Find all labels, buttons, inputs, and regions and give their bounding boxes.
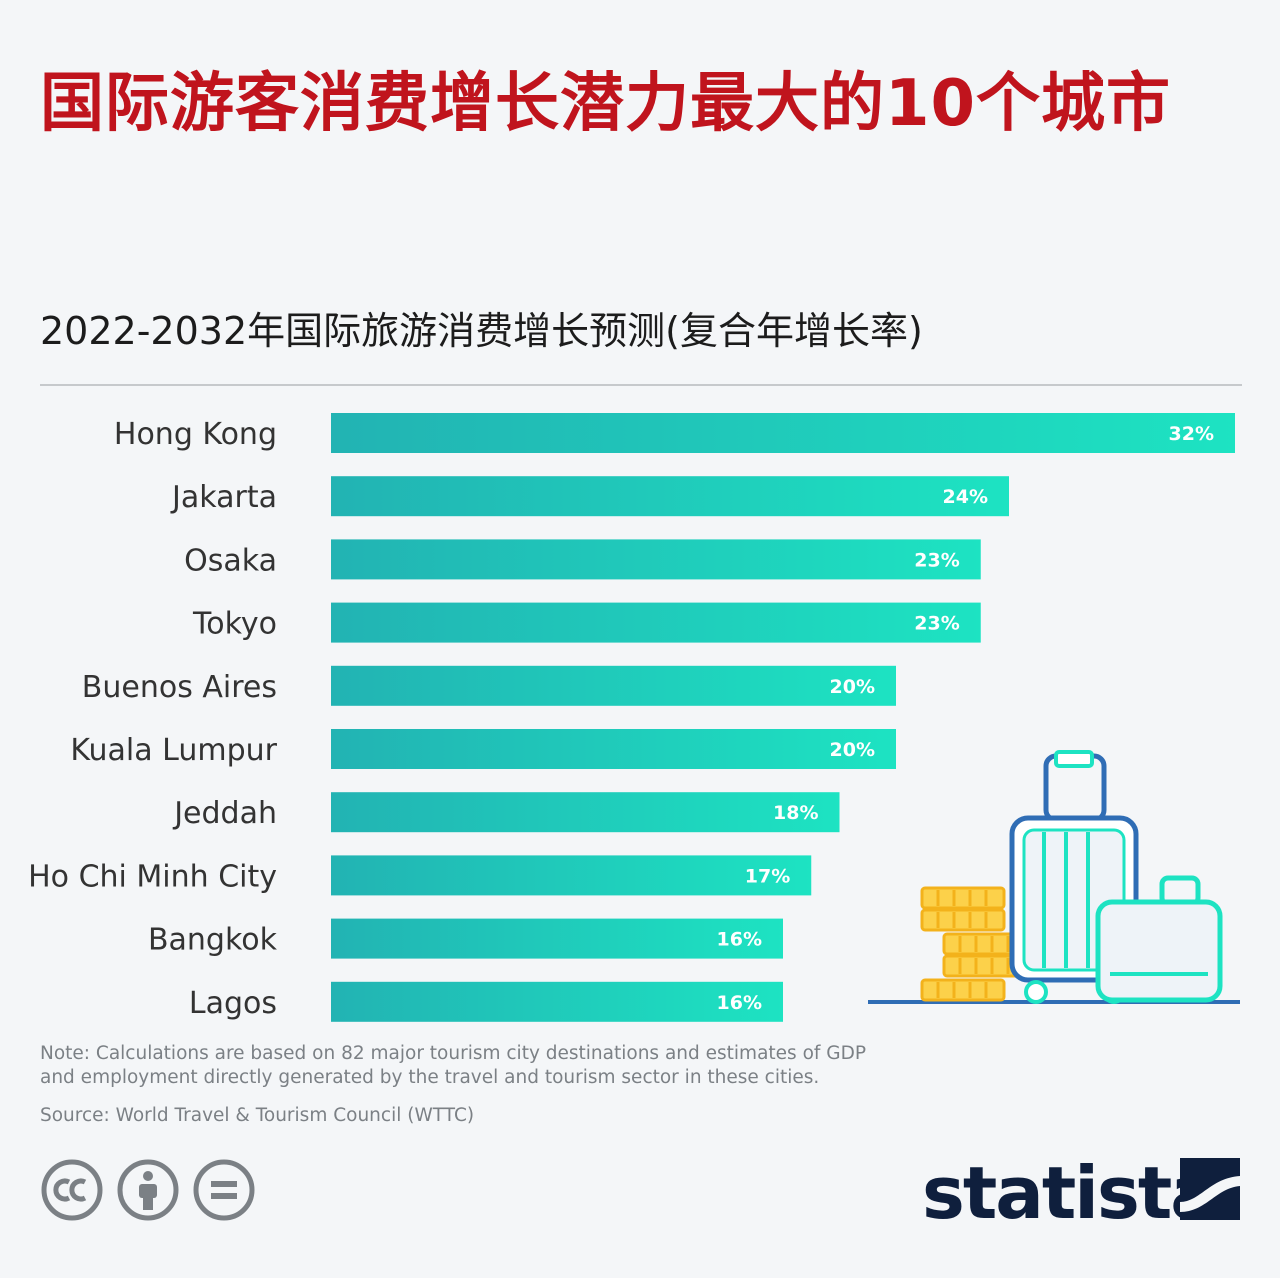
category-label: Buenos Aires: [82, 670, 277, 705]
cc-icon[interactable]: [41, 1159, 103, 1221]
attribution-icon[interactable]: [117, 1159, 179, 1221]
bar: [331, 665, 896, 706]
value-label: 24%: [943, 486, 988, 508]
bar: [331, 729, 896, 769]
value-label: 23%: [914, 549, 959, 571]
value-label: 17%: [745, 865, 790, 887]
bar-chart: Hong Kong 32% Jakarta 24% Osaka 23% Tokyo 23% Bu…: [28, 413, 1235, 1022]
license-icons: [41, 1159, 255, 1221]
statista-logo: statista: [922, 1151, 1240, 1230]
value-label: 20%: [830, 676, 875, 698]
chart-title: 国际游客消费增长潜力最大的10个城市: [40, 67, 1172, 141]
chart-note: Note: Calculations are based on 82 major…: [40, 1043, 867, 1088]
value-label: 16%: [717, 929, 762, 951]
bar: [331, 413, 1235, 453]
value-label: 18%: [773, 802, 818, 824]
bar: [331, 602, 981, 643]
category-label: Tokyo: [192, 607, 277, 642]
luggage-illustration: [868, 750, 1240, 1004]
bar: [331, 476, 1009, 517]
divider: [40, 384, 1242, 386]
category-label: Lagos: [189, 986, 277, 1021]
bar: [331, 539, 981, 580]
category-label: Ho Chi Minh City: [28, 859, 277, 894]
value-label: 16%: [717, 992, 762, 1014]
category-label: Jakarta: [170, 480, 277, 515]
bar: [331, 792, 840, 833]
chart-source: Source: World Travel & Tourism Council (…: [40, 1105, 475, 1126]
bar: [331, 918, 783, 959]
bar: [331, 981, 783, 1022]
category-label: Bangkok: [148, 923, 278, 958]
value-label: 23%: [914, 613, 959, 635]
category-label: Hong Kong: [114, 417, 277, 452]
value-label: 20%: [830, 739, 875, 761]
small-suitcase-icon: [1095, 875, 1223, 1003]
coin-stack-icon: [920, 886, 1028, 1002]
category-label: Osaka: [184, 543, 277, 578]
bar: [331, 855, 812, 896]
category-label: Jeddah: [172, 796, 277, 831]
statista-mark-icon: [1180, 1158, 1240, 1220]
no-derivatives-icon[interactable]: [193, 1159, 255, 1221]
value-label: 32%: [1169, 423, 1214, 445]
category-label: Kuala Lumpur: [70, 733, 277, 768]
brand-name: statista: [922, 1151, 1217, 1230]
chart-subtitle: 2022-2032年国际旅游消费增长预测(复合年增长率): [40, 309, 923, 353]
